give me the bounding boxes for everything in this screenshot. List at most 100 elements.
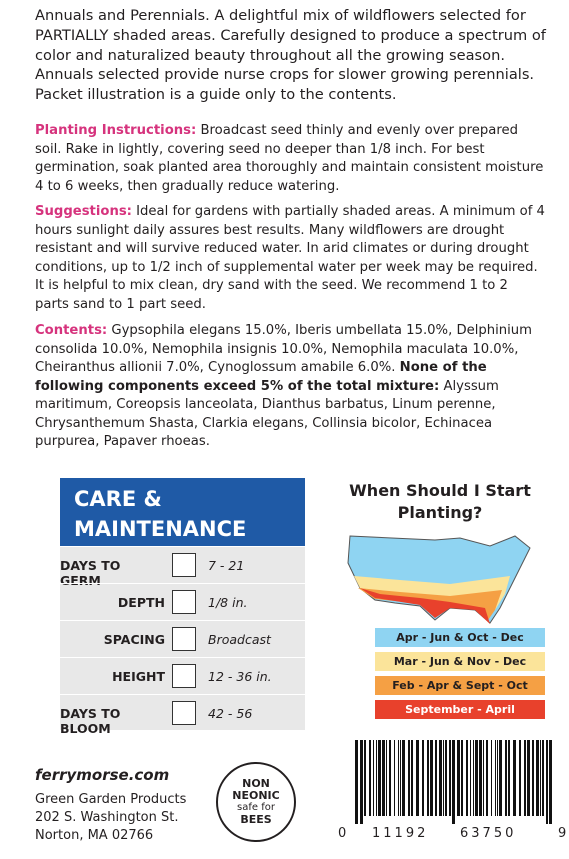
suggestions: Suggestions: Ideal for gardens with part… xyxy=(35,203,545,314)
care-value: 12 - 36 in. xyxy=(208,669,272,684)
bar xyxy=(376,740,377,816)
bar xyxy=(542,740,544,816)
care-value: 7 - 21 xyxy=(208,558,245,573)
bar xyxy=(386,740,387,816)
care-row: DAYS TO BLOOM 42 - 56 xyxy=(60,694,305,736)
city: Norton, MA 02766 xyxy=(35,828,154,843)
badge-line: NON xyxy=(242,777,270,790)
bar xyxy=(427,740,429,816)
bar xyxy=(439,740,442,816)
bar xyxy=(495,740,496,816)
bar xyxy=(475,740,478,816)
label: Contents: xyxy=(35,323,108,338)
bar xyxy=(536,740,539,816)
care-icon xyxy=(172,664,196,688)
bar xyxy=(449,740,451,816)
bar xyxy=(461,740,463,816)
bar xyxy=(416,740,419,816)
bar xyxy=(402,740,405,816)
care-label: DEPTH xyxy=(117,595,165,610)
text: Ideal for gardens with partially shaded … xyxy=(35,204,545,312)
badge: NON NEONIC safe for BEES xyxy=(216,762,296,842)
text: Broadcast seed thinly and evenly over pr… xyxy=(35,123,544,194)
bar xyxy=(513,740,516,816)
care-icon xyxy=(172,553,196,577)
company: Green Garden Products xyxy=(35,792,187,807)
bar xyxy=(408,740,410,816)
bar xyxy=(524,740,526,816)
website: ferrymorse.com xyxy=(35,766,170,784)
care-icon xyxy=(172,590,196,614)
care-value: 1/8 in. xyxy=(208,595,248,610)
care-row: DEPTH 1/8 in. xyxy=(60,583,305,621)
bar xyxy=(355,740,358,824)
bar xyxy=(443,740,444,816)
care-label: DAYS TO BLOOM xyxy=(60,706,121,736)
bar xyxy=(499,740,502,816)
bar xyxy=(483,740,484,816)
care-row: SPACING Broadcast xyxy=(60,620,305,658)
bar xyxy=(400,740,401,816)
bar xyxy=(546,740,548,824)
care-label: DAYS TO GERM xyxy=(60,558,121,588)
legend-item: Feb - Apr & Sept - Oct xyxy=(375,676,545,695)
bar xyxy=(369,740,371,816)
bar xyxy=(382,740,385,816)
label: Planting Instructions: xyxy=(35,123,197,138)
bar xyxy=(505,740,507,816)
bar xyxy=(470,740,471,816)
text: Alyssum maritimum, Coreopsis lanceolata,… xyxy=(35,378,499,450)
barcode-digit: 9 xyxy=(558,826,567,841)
care-box: CARE & MAINTENANCE DAYS TO GERM 7 - 21 DEP… xyxy=(60,478,305,736)
bar xyxy=(491,740,492,816)
map-zone xyxy=(360,588,490,624)
care-row: DAYS TO GERM 7 - 21 xyxy=(60,546,305,588)
care-value: 42 - 56 xyxy=(208,706,253,721)
bar xyxy=(411,740,413,816)
care-value: Broadcast xyxy=(208,632,271,647)
planting: Planting Instructions: Broadcast seed th… xyxy=(35,122,545,196)
bar xyxy=(540,740,541,816)
bar xyxy=(457,740,460,816)
barcode-digit: 0 xyxy=(338,826,347,841)
bar xyxy=(378,740,381,816)
contents: Contents: Gypsophila elegans 15.0%, Iber… xyxy=(35,322,545,452)
bar xyxy=(389,740,391,816)
badge-line: safe for xyxy=(237,802,275,813)
bar xyxy=(435,740,437,816)
bar xyxy=(452,740,455,824)
care-title: CARE & MAINTENANCE xyxy=(60,478,305,546)
bar xyxy=(486,740,488,816)
intro: Annuals and Perennials. A delightful mix… xyxy=(35,7,546,104)
bar xyxy=(497,740,498,816)
map-title: When Should I Start Planting? xyxy=(349,481,531,522)
bar xyxy=(532,740,534,816)
address: 202 S. Washington St. xyxy=(35,810,179,825)
legend-item: September - April xyxy=(375,700,545,719)
bar xyxy=(479,740,482,816)
bar xyxy=(394,740,395,816)
bar xyxy=(508,740,510,816)
barcode-digit: 63750 xyxy=(460,826,517,841)
bar xyxy=(445,740,447,816)
care-row: HEIGHT 12 - 36 in. xyxy=(60,657,305,695)
bar xyxy=(422,740,424,816)
bold-text: None of the following components exceed … xyxy=(35,360,487,394)
bar xyxy=(473,740,474,816)
bar xyxy=(430,740,433,816)
bar xyxy=(373,740,374,816)
care-label: HEIGHT xyxy=(112,669,165,684)
barcode-digit: 11192 xyxy=(372,826,429,841)
badge-line: NEONIC xyxy=(232,789,280,802)
text: Gypsophila elegans 15.0%, Iberis umbella… xyxy=(35,323,533,375)
care-label: SPACING xyxy=(103,632,165,647)
bar xyxy=(398,740,399,816)
map xyxy=(347,535,531,624)
bar xyxy=(549,740,552,824)
bar xyxy=(466,740,468,816)
care-icon xyxy=(172,701,196,725)
label: Suggestions: xyxy=(35,204,132,219)
bar xyxy=(519,740,521,816)
bar xyxy=(360,740,363,824)
